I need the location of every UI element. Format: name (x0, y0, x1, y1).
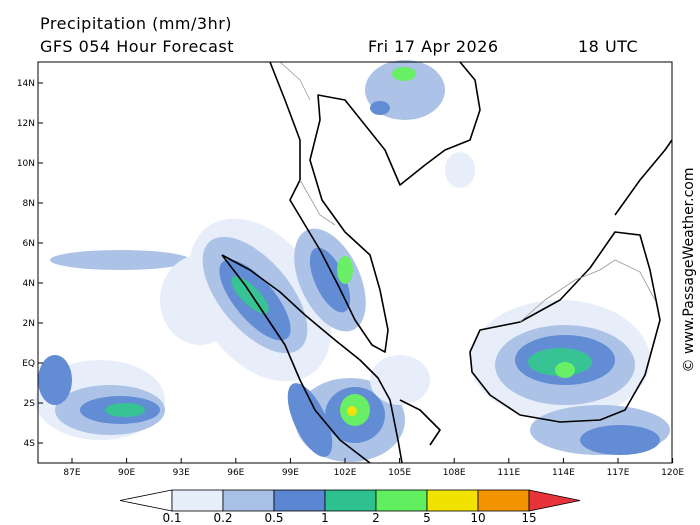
lat-label: 6N (23, 239, 35, 249)
colorbar-segment (273, 489, 326, 512)
lat-label: 8N (23, 199, 35, 209)
colorbar: 0.1 0.2 0.5 1 2 5 10 15 (119, 489, 581, 525)
colorbar-label: 0.2 (213, 511, 232, 525)
colorbar-segment (171, 489, 224, 512)
lat-label: 14N (17, 79, 35, 89)
colorbar-label: 5 (423, 511, 431, 525)
coastline (221, 254, 403, 464)
lon-label: 111E (497, 468, 520, 478)
precip-area (392, 67, 416, 81)
map-area (35, 60, 673, 464)
border (279, 61, 336, 226)
precip-area (528, 348, 592, 376)
watermark: © www.PassageWeather.com (681, 167, 697, 372)
colorbar-label: 15 (521, 511, 536, 525)
lon-label: 90E (118, 468, 135, 478)
colorbar-segment (426, 489, 479, 512)
date-label: Fri 17 Apr 2026 (368, 37, 499, 56)
precip-area (337, 256, 353, 284)
precip-area (445, 152, 475, 188)
colorbar-label: 10 (470, 511, 485, 525)
lon-label: 102E (334, 468, 357, 478)
colorbar-segment (477, 489, 530, 512)
precip-area (370, 101, 390, 115)
lat-label: EQ (22, 359, 35, 369)
colorbar-segment (324, 489, 377, 512)
coastline (269, 61, 481, 353)
lon-label: 117E (607, 468, 630, 478)
coastline (221, 254, 371, 464)
title: Precipitation (mm/3hr) (40, 14, 232, 33)
lon-label: 114E (552, 468, 575, 478)
precip-area (555, 362, 575, 378)
lon-label: 96E (227, 468, 244, 478)
colorbar-label: 0.5 (264, 511, 283, 525)
precip-area (309, 247, 351, 313)
colorbar-high (528, 489, 581, 512)
colorbar-segment (375, 489, 428, 512)
lon-label: 99E (282, 468, 299, 478)
lat-label: 10N (17, 159, 35, 169)
colorbar-segment (222, 489, 275, 512)
colorbar-label: 0.1 (162, 511, 181, 525)
lat-label: 4N (23, 279, 35, 289)
axis-labels: 14N 12N 10N 8N 6N 4N 2N EQ 2S 4S 87E 90E 93E 96E 99E 10… (17, 79, 685, 478)
lat-label: 2N (23, 319, 35, 329)
lat-label: 2S (24, 399, 36, 409)
forecast-label: GFS 054 Hour Forecast (40, 37, 234, 56)
time-label: 18 UTC (578, 37, 638, 56)
map-frame (37, 61, 673, 464)
lat-label: 4S (24, 439, 36, 449)
colorbar-low (119, 489, 173, 512)
precip-area (50, 250, 190, 270)
coastline (469, 231, 661, 423)
lon-label: 105E (388, 468, 411, 478)
coastline (399, 399, 441, 446)
coastline (614, 139, 673, 216)
precip-area (105, 403, 145, 417)
colorbar-label: 2 (372, 511, 380, 525)
precip-area (231, 276, 269, 314)
lon-label: 93E (173, 468, 190, 478)
coastlines (221, 61, 673, 464)
precip-area (580, 425, 660, 455)
colorbar-label: 1 (321, 511, 329, 525)
lon-label: 120E (661, 468, 684, 478)
precip-area (347, 406, 357, 416)
lat-label: 12N (17, 119, 35, 129)
lon-label: 87E (63, 468, 80, 478)
border (519, 259, 656, 323)
precip-area (38, 355, 72, 405)
precip-area (287, 383, 333, 457)
lon-label: 108E (443, 468, 466, 478)
